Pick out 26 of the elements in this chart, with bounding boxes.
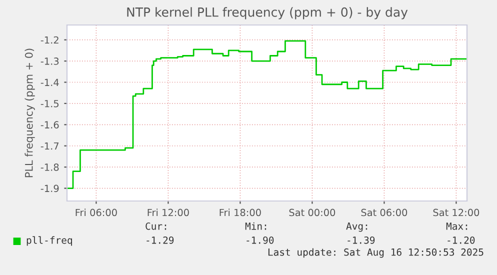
y-tick-label: -1.7 [40,142,59,150]
text: Cur: [146,222,166,230]
x-tick-label: Fri 06:00 [76,208,117,216]
x-tick-label: Fri 12:00 [148,208,189,216]
y-tick-label: -1.3 [40,58,59,65]
y-axis-title: PLL frequency (ppm + 0) [24,48,35,178]
y-tick-label: -1.2 [40,36,58,44]
y-tick-label: -1.5 [40,100,59,108]
text: Avg: [346,222,368,232]
text: -1.29 [146,236,174,244]
text: -1.39 [348,236,375,244]
y-tick-label: -1.8 [40,164,59,171]
x-tick-label: Fri 18:00 [220,208,261,216]
x-tick-label: Sat 00:00 [289,208,336,216]
chart-title: NTP kernel PLL frequency (ppm + 0) - by day [127,7,408,20]
text: -1.20 [448,236,475,244]
text: Min: [245,222,266,230]
y-tick-label: -1.6 [40,121,59,128]
y-tick-label: -1.9 [40,184,59,192]
y-tick-label: -1.4 [40,78,59,86]
legend-label: pll-freq [26,236,72,246]
text: -1.90 [246,236,274,244]
x-tick-label: Sat 12:00 [433,208,480,216]
text: Max: [446,222,468,230]
text: Last update: Sat Aug 16 12:50:53 2025 [268,248,484,258]
x-tick-label: Sat 06:00 [361,208,408,216]
